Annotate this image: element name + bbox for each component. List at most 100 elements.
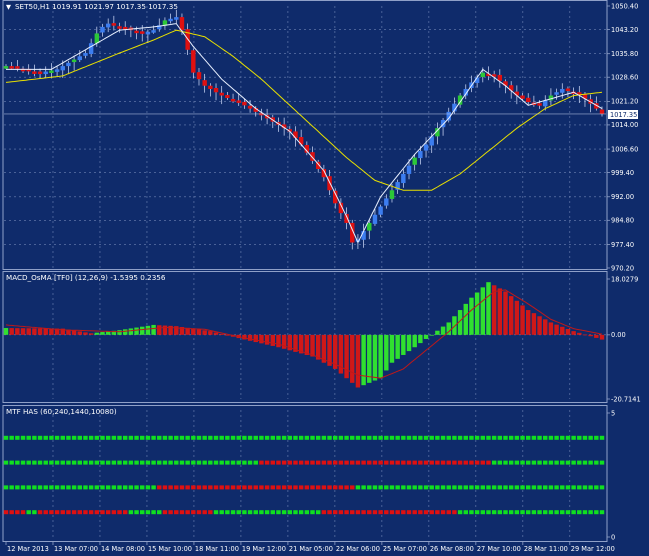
has-red-cell [219,485,224,490]
has-red-cell [185,485,190,490]
bear-candle [20,68,26,72]
has-green-cell [401,435,406,440]
has-green-cell [293,510,298,515]
bull-candle [43,71,48,75]
macd-bar [520,305,525,335]
macd-bar [26,328,31,335]
macd-bar [9,328,14,335]
has-red-cell [168,485,173,490]
has-red-cell [276,485,281,490]
has-green-cell [191,460,196,465]
macd-tick-label: -20.7141 [611,395,641,403]
has-green-cell [588,485,593,490]
macd-bar [486,282,491,335]
macd-bar [525,310,531,335]
has-red-cell [174,485,179,490]
bear-candle [236,100,241,103]
macd-bar [497,288,503,335]
has-green-cell [469,435,474,440]
macd-bar [378,334,383,379]
bear-candle [140,31,145,34]
has-red-cell [435,460,440,465]
bull-candle [389,190,395,199]
macd-tick-label: 18.0279 [611,275,638,283]
has-green-cell [37,485,43,490]
has-green-cell [599,485,605,490]
bear-candle [304,145,310,153]
has-red-cell [49,510,54,515]
has-green-cell [480,485,486,490]
bull-candle [60,66,65,71]
bull-candle [367,222,372,231]
bear-candle [565,88,571,91]
macd-bar [372,334,378,381]
has-green-cell [66,485,71,490]
chart-dropdown-icon[interactable]: ▼ [6,3,11,11]
has-green-cell [83,435,88,440]
price-tick-label: 1021.20 [611,98,638,106]
has-green-cell [531,510,537,515]
has-green-cell [520,510,525,515]
has-green-cell [253,510,258,515]
bear-candle [599,109,605,114]
has-green-cell [406,435,412,440]
has-green-cell [480,435,486,440]
time-tick-label: 19 Mar 12:00 [242,545,286,553]
has-green-cell [429,435,434,440]
macd-bar [594,334,599,338]
has-red-cell [122,510,128,515]
has-green-cell [264,435,270,440]
has-panel-frame[interactable] [2,405,608,542]
has-green-cell [486,435,491,440]
macd-bar [225,334,230,336]
has-green-cell [537,485,542,490]
has-green-cell [105,460,111,465]
has-green-cell [32,510,37,515]
has-green-cell [594,485,599,490]
macd-panel-frame[interactable] [2,271,608,403]
has-red-cell [15,510,20,515]
has-red-cell [196,510,202,515]
has-red-cell [162,510,168,515]
macd-bar [88,333,94,335]
has-green-cell [71,460,77,465]
bull-candle [145,31,151,35]
has-green-cell [474,510,480,515]
macd-bar [162,325,168,335]
has-red-cell [293,460,298,465]
has-green-cell [548,435,554,440]
macd-bar [577,332,582,335]
macd-bar [389,334,395,363]
macd-bar [270,334,275,346]
has-green-cell [338,435,344,440]
bull-candle [435,128,440,137]
has-green-cell [281,435,287,440]
has-red-cell [208,485,213,490]
bull-candle [457,95,463,105]
has-green-cell [111,485,117,490]
has-green-cell [9,435,14,440]
macd-bar [32,328,37,335]
macd-bar [66,329,71,335]
has-green-cell [514,510,520,515]
has-green-cell [88,435,94,440]
macd-bar [548,322,554,335]
has-green-cell [37,435,43,440]
bull-candle [151,30,156,33]
main-panel-frame[interactable] [2,0,608,270]
has-red-cell [37,510,43,515]
has-green-cell [520,460,525,465]
has-green-cell [560,435,565,440]
has-red-cell [333,460,338,465]
has-green-cell [32,485,37,490]
bear-candle [508,85,514,91]
macd-bar [264,334,270,345]
macd-bar [384,334,389,371]
has-red-cell [230,485,236,490]
has-green-cell [71,485,77,490]
has-green-cell [77,435,83,440]
has-red-cell [333,510,338,515]
candlestick-series [3,9,605,250]
has-green-cell [236,435,241,440]
has-green-cell [54,485,60,490]
